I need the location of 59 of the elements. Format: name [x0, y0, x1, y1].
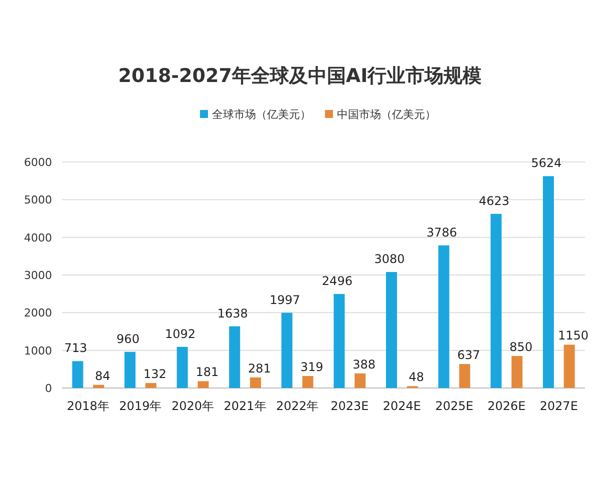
bar — [438, 245, 450, 388]
bar — [354, 373, 366, 388]
x-tick-label: 2023E — [330, 399, 369, 413]
data-label: 181 — [196, 365, 219, 380]
bar — [542, 176, 554, 388]
bar — [459, 364, 470, 388]
y-tick-label: 2000 — [24, 306, 52, 320]
bar — [512, 356, 522, 388]
data-label: 3080 — [374, 252, 405, 266]
x-tick-label: 2026E — [487, 399, 526, 413]
data-label: 388 — [352, 357, 376, 372]
y-tick-label: 4000 — [24, 231, 52, 244]
data-label: 637 — [457, 348, 480, 362]
bar — [176, 346, 188, 388]
x-tick-label: 2018年 — [66, 399, 110, 413]
data-label: 3786 — [426, 225, 458, 240]
legend-label: 中国市场（亿美元） — [337, 108, 436, 121]
legend-label: 全球市场（亿美元） — [212, 108, 311, 121]
bar — [145, 383, 156, 388]
data-label: 2496 — [322, 274, 352, 288]
data-label: 84 — [94, 368, 110, 383]
x-tick-label: 2022年 — [276, 399, 319, 413]
data-label: 1092 — [165, 326, 196, 341]
y-tick-label: 1000 — [24, 344, 52, 358]
data-label: 132 — [143, 367, 166, 382]
x-tick-label: 2021年 — [224, 399, 266, 413]
bar — [93, 384, 104, 388]
data-label: 850 — [510, 340, 532, 354]
bar — [564, 344, 575, 388]
y-tick-label: 5000 — [24, 194, 52, 207]
bar — [281, 312, 292, 388]
y-tick-label: 3000 — [24, 269, 52, 282]
x-tick-label: 2024E — [382, 399, 422, 413]
bar — [124, 352, 136, 388]
data-label: 4623 — [478, 194, 510, 208]
x-tick-label: 2020年 — [171, 399, 214, 413]
data-label: 48 — [408, 370, 424, 384]
chart-title: 2018-2027年全球及中国AI行业市场规模 — [118, 65, 482, 87]
x-tick-label: 2027E — [540, 399, 578, 413]
x-tick-label: 2025E — [435, 399, 474, 413]
data-label: 281 — [248, 361, 271, 376]
x-tick-label: 2019年 — [119, 399, 162, 413]
bar — [198, 381, 209, 388]
bar — [72, 361, 84, 388]
bar — [229, 326, 240, 388]
bar — [334, 294, 345, 388]
data-label: 1638 — [217, 306, 248, 320]
data-label: 1150 — [558, 328, 589, 343]
bar — [302, 376, 314, 388]
bar — [250, 377, 261, 388]
bar — [386, 272, 397, 388]
y-tick-label: 6000 — [24, 156, 52, 169]
data-label: 1997 — [270, 292, 300, 307]
data-label: 713 — [64, 341, 88, 356]
data-label: 960 — [116, 332, 140, 346]
bar — [490, 214, 502, 388]
data-label: 319 — [300, 360, 324, 374]
y-tick-label: 0 — [45, 382, 52, 395]
data-label: 5624 — [531, 156, 562, 170]
